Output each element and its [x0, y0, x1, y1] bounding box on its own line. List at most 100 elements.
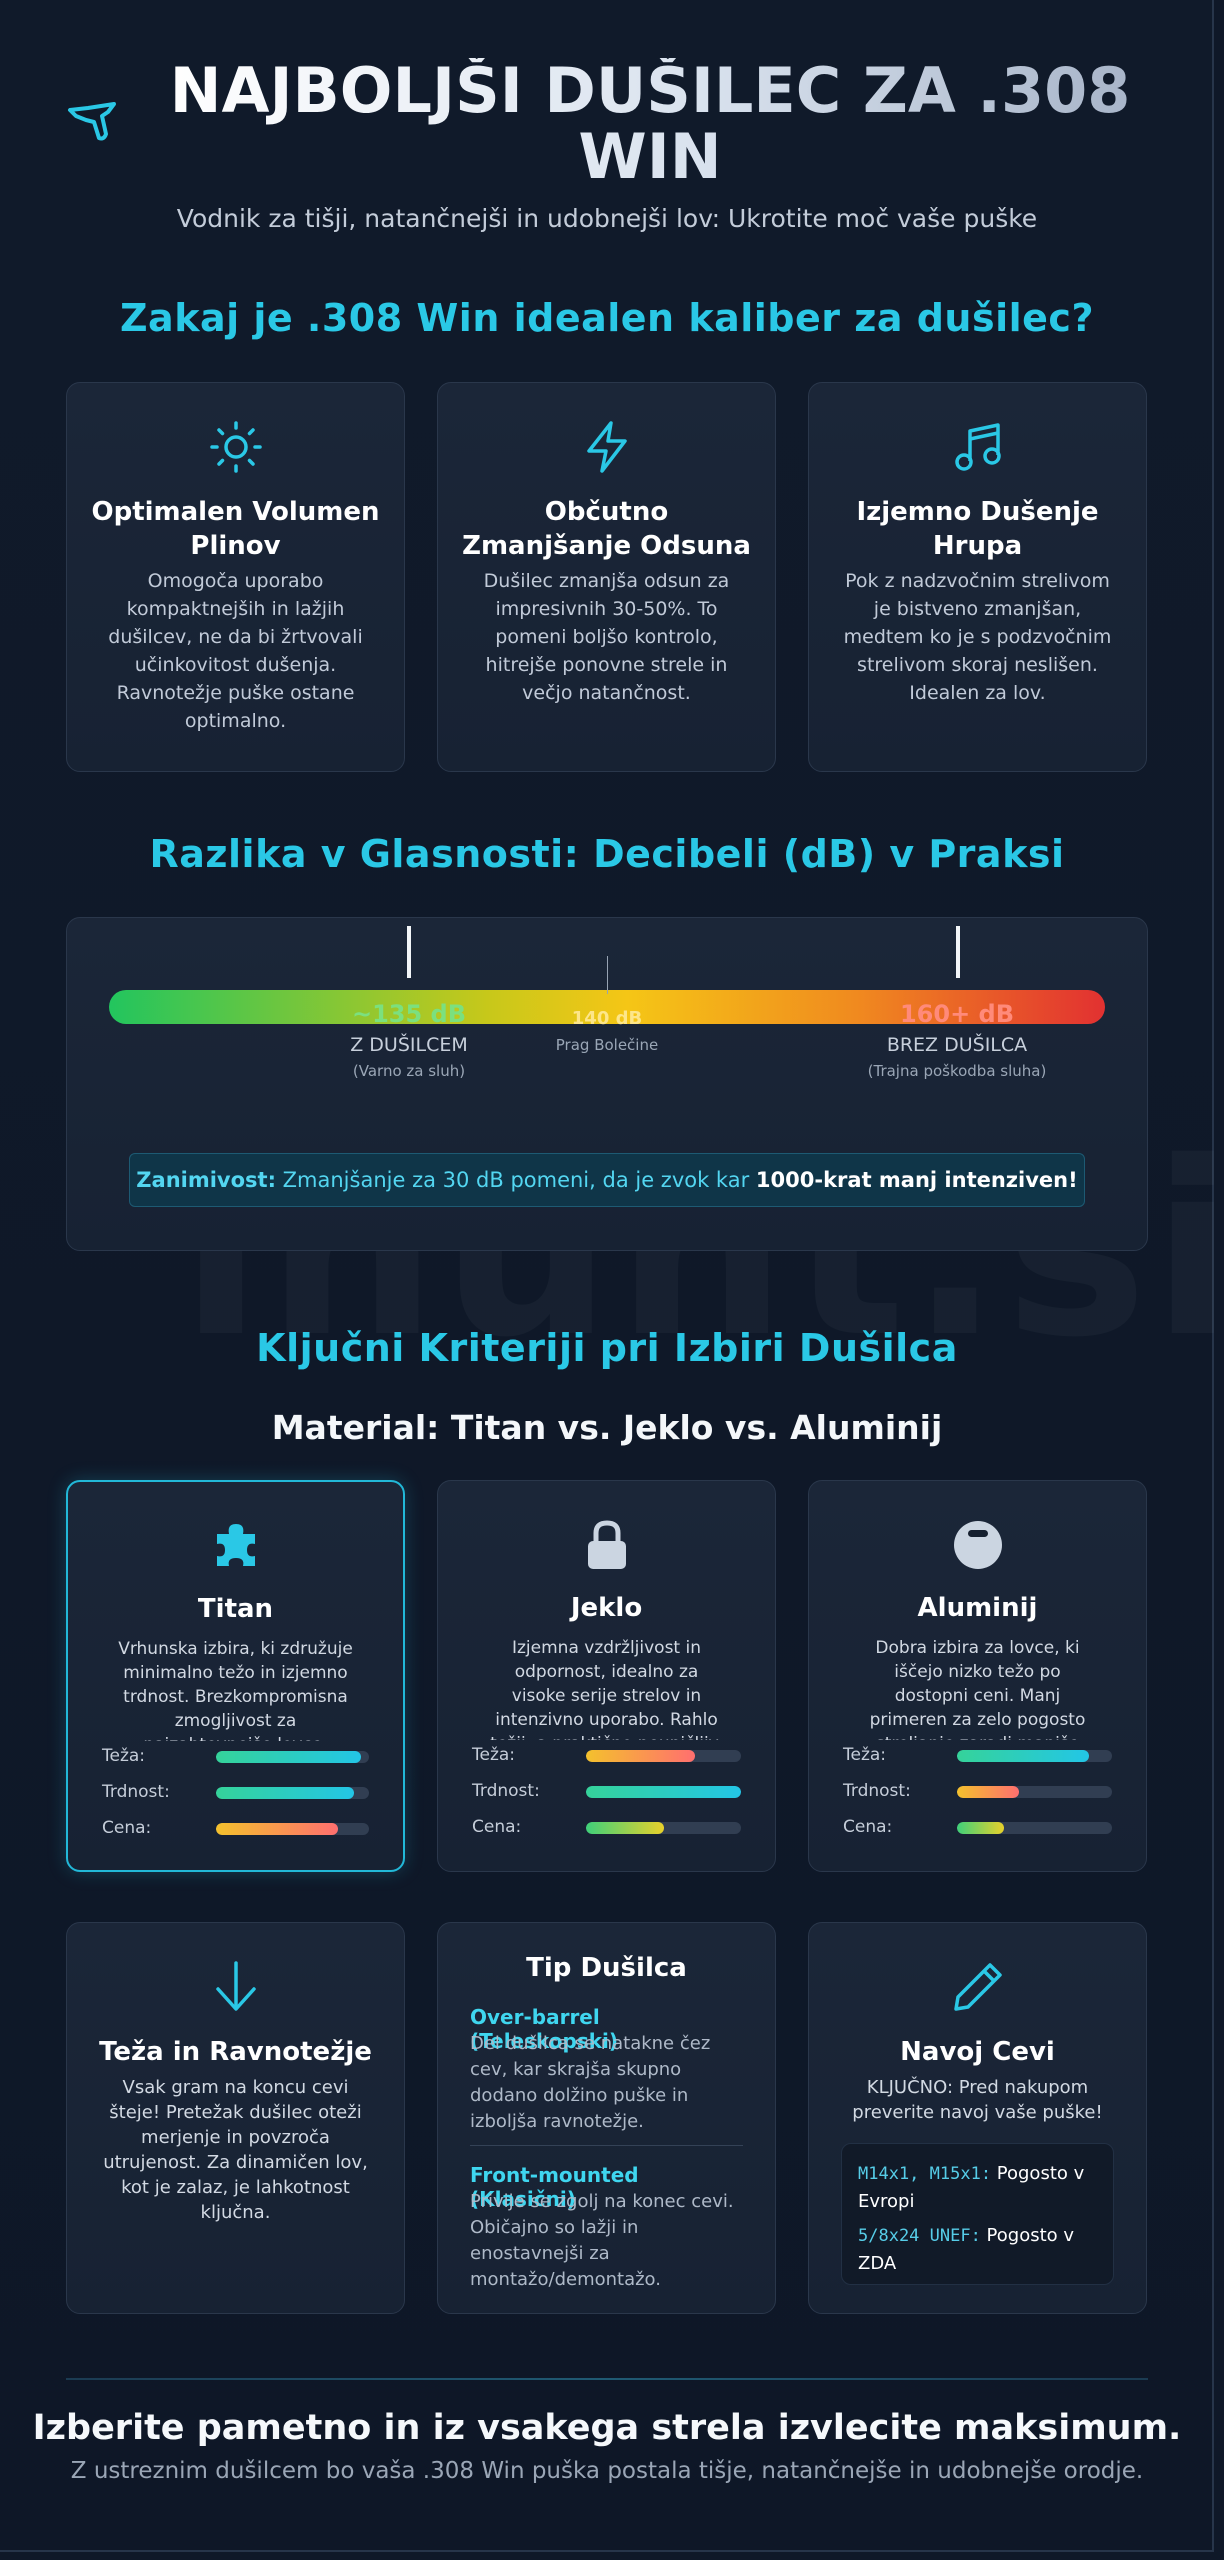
feature-card-recoil: Občutno Zmanjšanje Odsuna Dušilec zmanjš…	[437, 382, 776, 772]
material-description: Izjemna vzdržljivost in odpornost, ideal…	[490, 1638, 723, 1740]
info-card-barrel-thread: Navoj Cevi KLJUČNO: Pred nakupom preveri…	[808, 1922, 1147, 2314]
decibel-scale-bar	[109, 990, 1105, 1024]
material-card-titan[interactable]: Titan Vrhunska izbira, ki združuje minim…	[66, 1480, 405, 1872]
bar-strength: Trdnost:	[102, 1782, 369, 1802]
page-title: NAJBOLJŠI DUŠILEC ZA .308 WIN	[160, 58, 1140, 190]
type-front-mounted-title: Front-mounted (Klasični)	[470, 2163, 639, 2211]
logo-icon	[68, 102, 116, 141]
marker-without-silencer	[956, 926, 960, 978]
music-note-icon	[954, 423, 1001, 471]
thread-region: Pogosto v ZDA	[858, 2225, 1075, 2274]
why-section-title: Zakaj je .308 Win idealen kaliber za duš…	[120, 296, 1094, 340]
lock-icon	[587, 1520, 626, 1569]
bar-label: Cena:	[843, 1817, 893, 1837]
bar-fill	[957, 1786, 1019, 1798]
arrow-down-icon	[215, 1961, 256, 2011]
db-threshold-label: Prag Bolečine	[555, 1036, 659, 1054]
type-over-barrel-text: Del dušilca se natakne čez cev, kar skra…	[470, 2033, 711, 2132]
bar-label: Teža:	[102, 1746, 146, 1766]
minus-circle-icon	[953, 1521, 1002, 1569]
bar-weight: Teža:	[472, 1745, 741, 1765]
material-name: Aluminij	[917, 1593, 1038, 1623]
bar-label: Trdnost:	[843, 1781, 911, 1801]
footer-subtitle: Z ustreznim dušilcem bo vaša .308 Win pu…	[70, 2458, 1144, 2484]
bar-label: Cena:	[472, 1817, 522, 1837]
db-without-label: BREZ DUŠILCA	[886, 1034, 1028, 1056]
db-with-note: (Varno za sluh)	[352, 1062, 466, 1080]
fun-fact-box: Zanimivost: Zmanjšanje za 30 dB pomeni, …	[129, 1153, 1085, 1207]
material-description: Vrhunska izbira, ki združuje minimalno t…	[118, 1639, 353, 1741]
bar-fill	[216, 1751, 362, 1763]
marker-with-silencer	[407, 926, 411, 978]
db-with-value: ~135 dB	[351, 1000, 467, 1028]
db-threshold-value: 140 dB	[571, 1008, 643, 1029]
bar-strength: Trdnost:	[843, 1781, 1112, 1801]
info-card-silencer-type: Tip Dušilca Over-barrel (Teleskopski) De…	[437, 1922, 776, 2314]
decibel-panel: ~135 dB Z DUŠILCEM (Varno za sluh) 140 d…	[66, 917, 1148, 1251]
db-without-note: (Trajna poškodba sluha)	[867, 1062, 1047, 1080]
feature-card-title: Občutno Zmanjšanje Odsuna	[462, 497, 751, 561]
footer-title: Izberite pametno in iz vsakega strela iz…	[32, 2408, 1182, 2448]
material-card-aluminij[interactable]: Aluminij Dobra izbira za lovce, ki iščej…	[808, 1480, 1147, 1872]
db-with-label: Z DUŠILCEM	[350, 1034, 468, 1056]
material-name: Jeklo	[570, 1593, 643, 1623]
page-subtitle: Vodnik za tišji, natančnejši in udobnejš…	[176, 204, 1038, 233]
lightning-icon	[586, 421, 627, 473]
bar-weight: Teža:	[102, 1746, 369, 1766]
thread-list: M14x1, M15x1: Pogosto v Evropi 5/8x24 UN…	[841, 2143, 1114, 2285]
info-card-text: Vsak gram na koncu cevi šteje! Pretežak …	[103, 2077, 368, 2223]
thread-code: 5/8x24 UNEF:	[858, 2226, 981, 2246]
feature-card-text: Pok z nadzvočnim strelivom je bistveno z…	[843, 570, 1112, 704]
bar-fill	[586, 1822, 664, 1834]
criteria-section-title: Ključni Kriteriji pri Izbiri Dušilca	[256, 1326, 958, 1370]
bar-label: Trdnost:	[472, 1781, 540, 1801]
material-name: Titan	[197, 1594, 274, 1624]
feature-card-title: Izjemno Dušenje Hrupa	[856, 497, 1099, 561]
material-description: Dobra izbira za lovce, ki iščejo nizko t…	[869, 1638, 1086, 1740]
type-front-mounted-text: Privije se zgolj na konec cevi. Običajno…	[470, 2191, 734, 2290]
decibel-section-title: Razlika v Glasnosti: Decibeli (dB) v Pra…	[149, 832, 1065, 876]
thread-item-usa: 5/8x24 UNEF: Pogosto v ZDA	[858, 2222, 1097, 2278]
bar-label: Teža:	[843, 1745, 887, 1765]
fun-fact-text: Zmanjšanje za 30 dB pomeni, da je zvok k…	[275, 1168, 756, 1192]
feature-card-noise: Izjemno Dušenje Hrupa Pok z nadzvočnim s…	[808, 382, 1147, 772]
puzzle-icon	[216, 1524, 255, 1566]
type-over-barrel-title: Over-barrel (Teleskopski)	[470, 2005, 619, 2053]
info-card-title: Navoj Cevi	[900, 2037, 1055, 2067]
material-card-jeklo[interactable]: Jeklo Izjemna vzdržljivost in odpornost,…	[437, 1480, 776, 1872]
bar-fill	[957, 1750, 1089, 1762]
bar-label: Teža:	[472, 1745, 516, 1765]
bar-fill	[586, 1786, 741, 1798]
feature-card-text: Dušilec zmanjša odsun za impresivnih 30-…	[483, 570, 730, 704]
pencil-icon	[953, 1963, 1002, 2011]
fun-fact-bold: 1000-krat manj intenziven!	[755, 1168, 1078, 1192]
bar-strength: Trdnost:	[472, 1781, 741, 1801]
bar-fill	[957, 1822, 1004, 1834]
info-card-weight-balance: Teža in Ravnotežje Vsak gram na koncu ce…	[66, 1922, 405, 2314]
thread-item-europe: M14x1, M15x1: Pogosto v Evropi	[858, 2160, 1097, 2216]
bar-price: Cena:	[102, 1818, 369, 1838]
materials-subtitle: Material: Titan vs. Jeklo vs. Aluminij	[271, 1408, 943, 1447]
bar-fill	[586, 1750, 695, 1762]
sun-icon	[209, 421, 262, 473]
bar-weight: Teža:	[843, 1745, 1112, 1765]
bar-label: Trdnost:	[102, 1782, 170, 1802]
divider	[470, 2145, 743, 2146]
bar-price: Cena:	[472, 1817, 741, 1837]
fun-fact-lead: Zanimivost:	[136, 1168, 276, 1192]
feature-card-gas-volume: Optimalen Volumen Plinov Omogoča uporabo…	[66, 382, 405, 772]
bar-price: Cena:	[843, 1817, 1112, 1837]
feature-card-title: Optimalen Volumen Plinov	[91, 497, 380, 561]
info-card-text: KLJUČNO: Pred nakupom preverite navoj va…	[852, 2077, 1103, 2123]
threshold-marker	[607, 956, 608, 994]
bar-fill	[216, 1787, 354, 1799]
thread-code: M14x1, M15x1:	[858, 2164, 992, 2184]
thread-region: Pogosto v Evropi	[858, 2163, 1085, 2212]
info-card-title: Teža in Ravnotežje	[99, 2037, 372, 2067]
feature-card-text: Omogoča uporabo kompaktnejših in lažjih …	[108, 570, 363, 732]
footer-divider	[66, 2378, 1148, 2380]
bar-label: Cena:	[102, 1818, 152, 1838]
db-without-value: 160+ dB	[899, 1000, 1015, 1028]
bar-fill	[216, 1823, 339, 1835]
